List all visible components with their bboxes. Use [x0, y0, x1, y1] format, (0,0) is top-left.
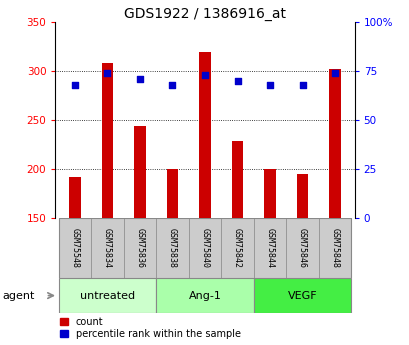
Point — [104, 70, 110, 76]
Bar — [264, 169, 275, 218]
Bar — [231, 141, 243, 218]
Text: GSM75842: GSM75842 — [232, 228, 241, 268]
Text: GSM75836: GSM75836 — [135, 228, 144, 268]
Bar — [101, 63, 113, 218]
Bar — [253, 278, 351, 313]
Bar — [91, 218, 124, 278]
Text: GSM75834: GSM75834 — [103, 228, 112, 268]
Bar — [134, 126, 145, 218]
Bar — [58, 218, 91, 278]
Bar — [124, 218, 156, 278]
Point — [266, 82, 273, 88]
Text: untreated: untreated — [80, 290, 135, 300]
Point — [234, 78, 240, 84]
Title: GDS1922 / 1386916_at: GDS1922 / 1386916_at — [124, 7, 285, 21]
Point — [201, 72, 208, 78]
Text: GSM75848: GSM75848 — [330, 228, 339, 268]
Text: GSM75548: GSM75548 — [70, 228, 79, 268]
Text: GSM75844: GSM75844 — [265, 228, 274, 268]
Bar — [296, 174, 308, 218]
Bar — [166, 169, 178, 218]
Bar — [318, 218, 351, 278]
Bar — [156, 218, 188, 278]
Legend: count, percentile rank within the sample: count, percentile rank within the sample — [60, 317, 240, 339]
Point — [136, 76, 143, 82]
Text: agent: agent — [2, 290, 34, 300]
Bar — [329, 69, 340, 218]
Bar — [199, 52, 210, 218]
Bar — [285, 218, 318, 278]
Text: GSM75846: GSM75846 — [297, 228, 306, 268]
Bar — [58, 278, 156, 313]
Text: Ang-1: Ang-1 — [188, 290, 221, 300]
Point — [331, 70, 337, 76]
Text: GSM75840: GSM75840 — [200, 228, 209, 268]
Bar — [221, 218, 253, 278]
Bar — [156, 278, 253, 313]
Point — [299, 82, 305, 88]
Point — [72, 82, 78, 88]
Text: GSM75838: GSM75838 — [168, 228, 177, 268]
Text: VEGF: VEGF — [287, 290, 317, 300]
Bar — [253, 218, 285, 278]
Bar — [69, 177, 80, 218]
Bar — [188, 218, 221, 278]
Point — [169, 82, 175, 88]
